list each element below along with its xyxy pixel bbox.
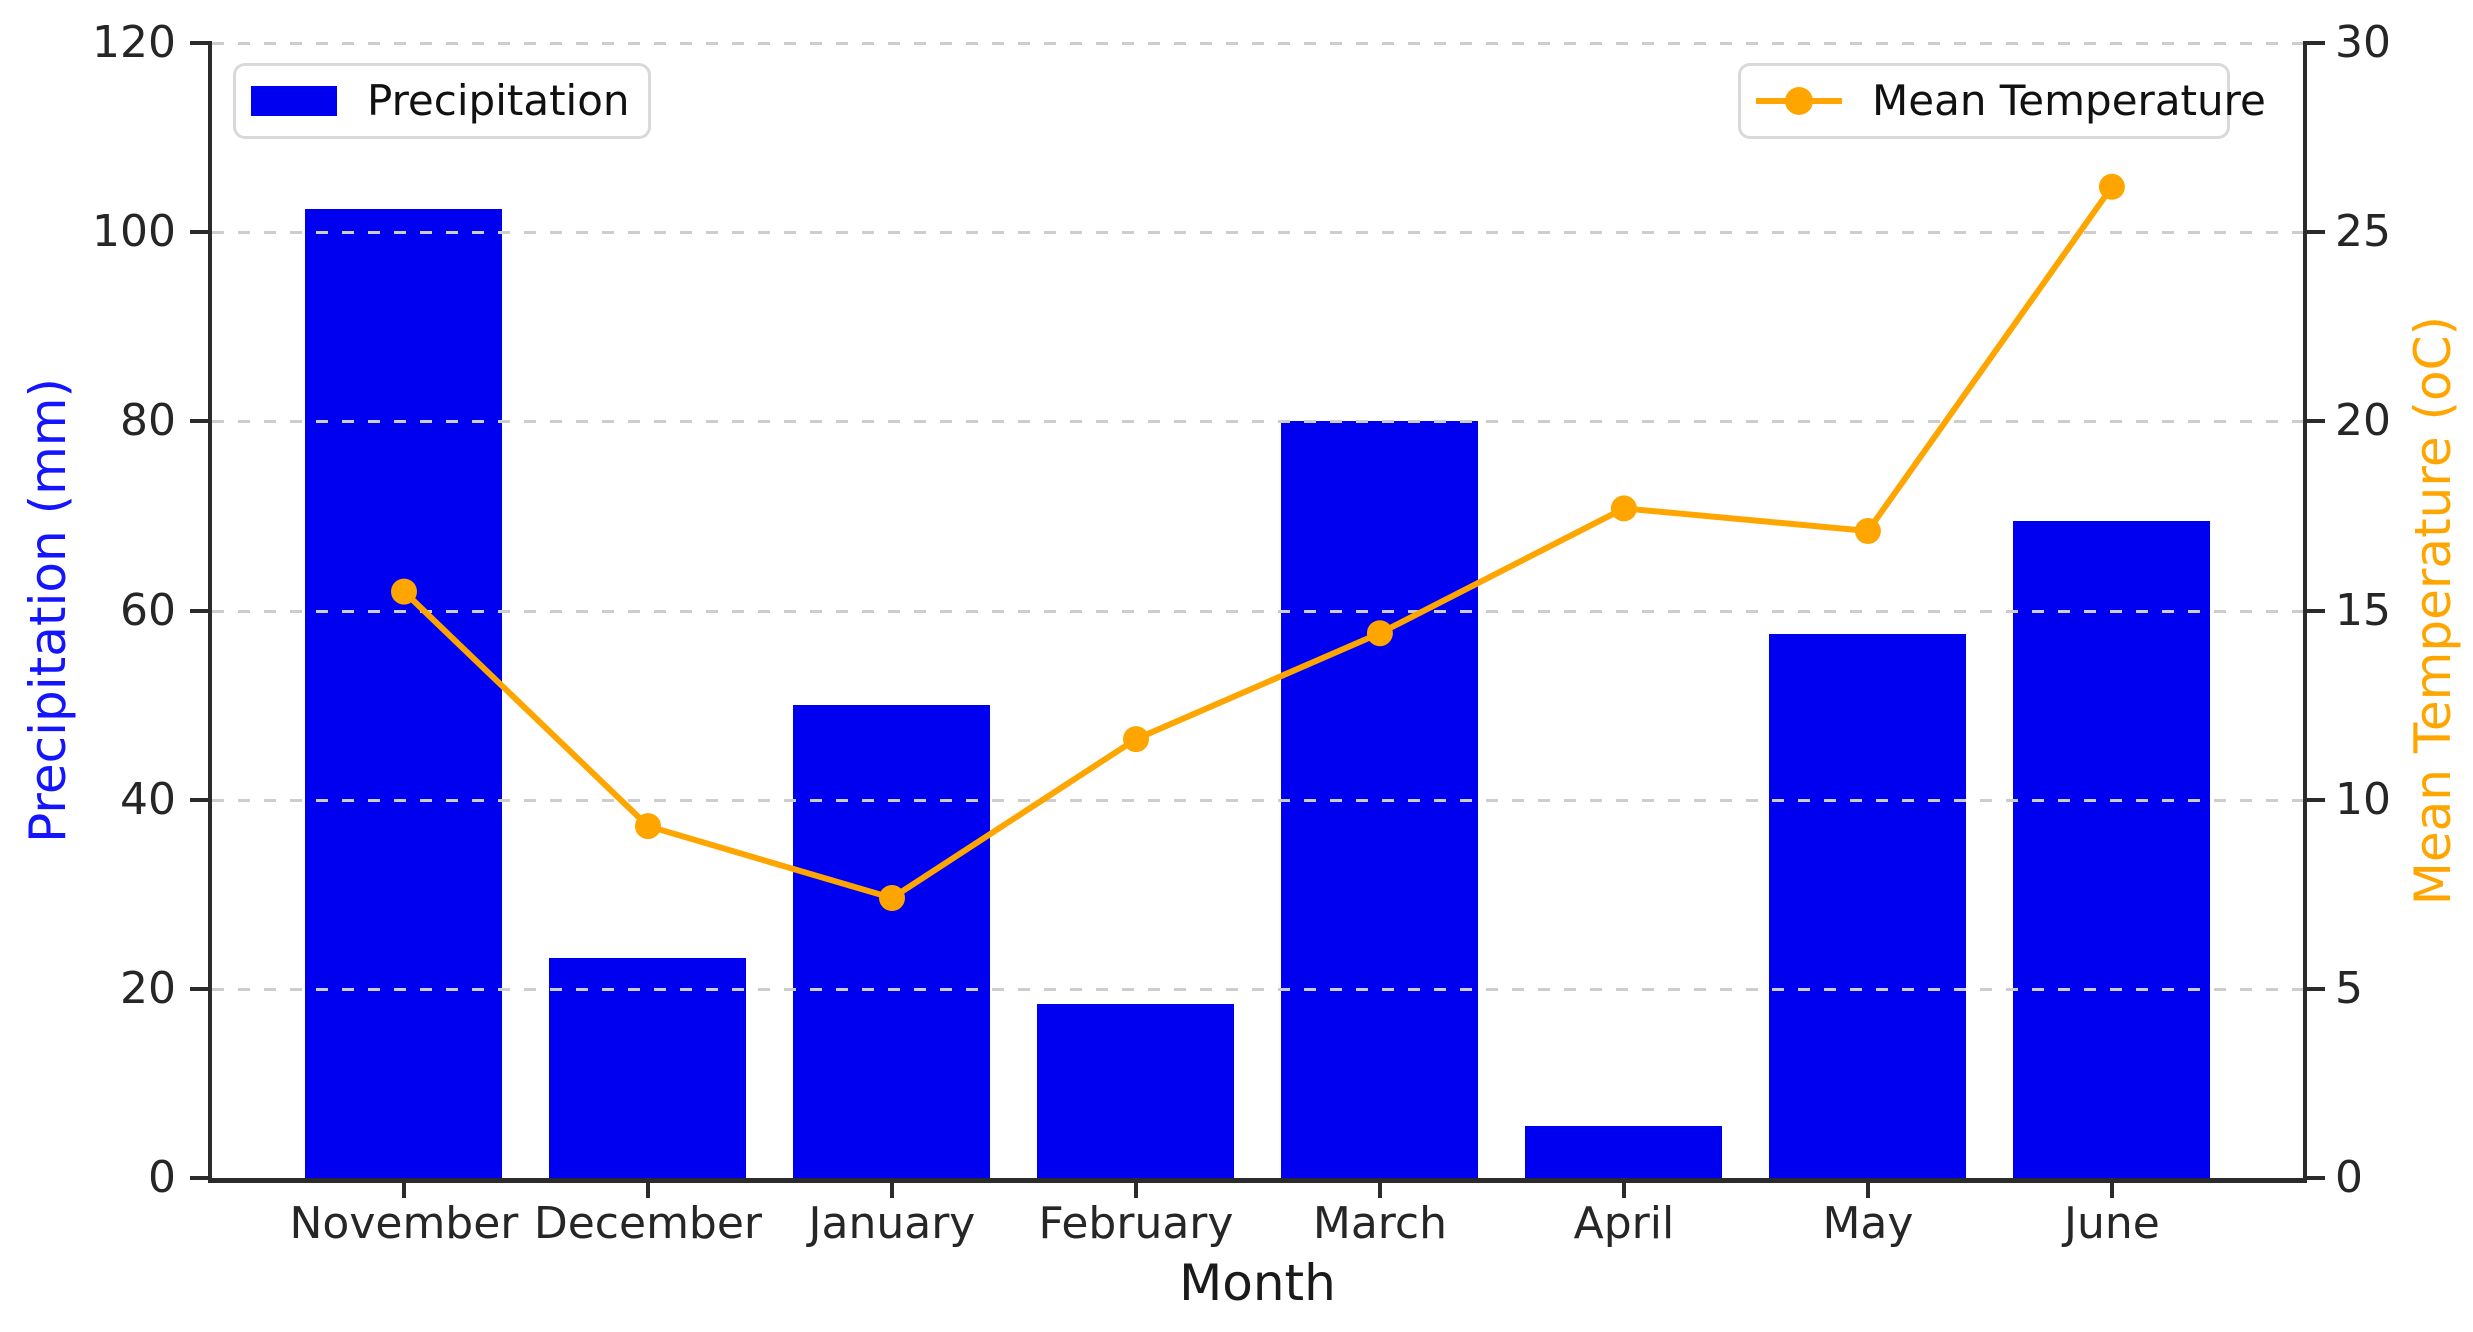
x-axis-tick-december: [645, 1183, 650, 1198]
right-axis-tick-15: [2307, 608, 2325, 613]
left-axis-ticklabel-40: 40: [120, 773, 176, 825]
bar-june: [2013, 520, 2211, 1178]
x-axis-ticklabel-february: February: [1038, 1198, 1234, 1249]
x-axis-ticklabel-june: June: [2064, 1198, 2160, 1249]
right-axis-ticklabel-25: 25: [2335, 206, 2391, 258]
right-axis-ticklabel-5: 5: [2335, 962, 2363, 1014]
precipitation-swatch-icon: [251, 86, 337, 116]
left-axis-label: Precipitation (mm): [19, 378, 77, 843]
x-axis-tick-april: [1621, 1183, 1626, 1198]
right-axis-ticklabel-10: 10: [2335, 773, 2391, 825]
temperature-line-series: [391, 173, 2125, 911]
x-axis-spine: [208, 1178, 2307, 1183]
right-axis-label: Mean Temperature (oC): [2404, 315, 2462, 906]
right-axis-ticklabel-0: 0: [2335, 1152, 2363, 1203]
bar-january: [793, 705, 991, 1178]
temperature-point-november: [391, 578, 417, 605]
left-axis-tick-80: [190, 419, 208, 424]
left-axis-ticklabel-120: 120: [92, 17, 176, 68]
temperature-point-december: [635, 813, 661, 840]
bar-april: [1525, 1125, 1723, 1178]
gridline-100: [212, 231, 2303, 235]
right-axis-tick-10: [2307, 797, 2325, 802]
x-axis-ticklabel-november: November: [289, 1198, 519, 1249]
left-axis-ticklabel-0: 0: [148, 1152, 176, 1203]
left-axis-tick-120: [190, 41, 208, 45]
temperature-line: [401, 185, 2115, 902]
right-axis-tick-5: [2307, 986, 2325, 991]
left-axis-spine: [208, 41, 212, 1183]
right-axis-label-wrap: Mean Temperature (oC): [2403, 43, 2463, 1178]
left-axis-label-wrap: Precipitation (mm): [18, 43, 78, 1178]
left-axis-ticklabel-60: 60: [120, 584, 176, 636]
legend-temperature: Mean Temperature: [1738, 63, 2266, 139]
temperature-point-may: [1854, 518, 1881, 544]
bar-may: [1769, 634, 1967, 1178]
temperature-point-june: [2098, 173, 2125, 200]
gridline-40: [212, 798, 2303, 802]
temperature-point-april: [1610, 495, 1637, 522]
left-axis-tick-100: [190, 230, 208, 235]
left-axis-ticklabel-100: 100: [92, 206, 176, 258]
x-axis-tick-march: [1377, 1183, 1382, 1198]
legend-precipitation-label: Precipitation: [367, 76, 630, 125]
left-axis-tick-60: [190, 608, 208, 613]
legend-precipitation: Precipitation: [233, 63, 651, 139]
left-axis-ticklabel-80: 80: [120, 395, 176, 447]
x-axis-tick-february: [1133, 1183, 1138, 1198]
legend-temperature-label: Mean Temperature: [1872, 76, 2266, 125]
temperature-point-march: [1366, 620, 1393, 647]
temperature-line-marker-icon: [1756, 87, 1842, 115]
x-axis-tick-may: [1865, 1183, 1870, 1198]
gridline-80: [212, 420, 2303, 424]
right-axis-spine: [2303, 41, 2307, 1183]
left-axis-ticklabel-20: 20: [120, 962, 176, 1014]
x-axis-tick-january: [889, 1183, 894, 1198]
x-axis-ticklabel-may: May: [1822, 1198, 1914, 1249]
x-axis-tick-november: [401, 1183, 406, 1198]
right-axis-ticklabel-20: 20: [2335, 395, 2391, 447]
temperature-point-february: [1123, 726, 1149, 753]
gridline-120: [212, 42, 2303, 45]
temperature-point-january: [879, 885, 905, 911]
left-axis-tick-40: [190, 797, 208, 802]
x-axis-ticklabel-december: December: [533, 1198, 763, 1249]
bar-november: [305, 208, 503, 1178]
plot-area: Month 0 20 40 60 80 100 120 0 5 10 15 20 25 30 Novembe…: [92, 21, 2391, 1309]
right-axis-tick-30: [2307, 41, 2325, 45]
bar-december: [549, 957, 747, 1178]
x-axis-ticklabel-april: April: [1573, 1198, 1675, 1249]
gridline-20: [212, 987, 2303, 991]
x-axis-ticklabel-january: January: [808, 1198, 976, 1249]
left-axis-tick-20: [190, 986, 208, 991]
right-axis-tick-25: [2307, 230, 2325, 235]
gridline-60: [212, 609, 2303, 613]
left-axis-tick-0: [190, 1176, 208, 1180]
right-axis-tick-0: [2307, 1176, 2325, 1180]
bar-february: [1037, 1003, 1235, 1178]
right-axis-tick-20: [2307, 419, 2325, 424]
x-axis-title: Month: [1179, 1254, 1336, 1312]
x-axis-ticklabel-march: March: [1312, 1198, 1448, 1249]
right-axis-ticklabel-15: 15: [2335, 584, 2391, 636]
x-axis-tick-june: [2109, 1183, 2114, 1198]
right-axis-ticklabel-30: 30: [2335, 17, 2391, 68]
